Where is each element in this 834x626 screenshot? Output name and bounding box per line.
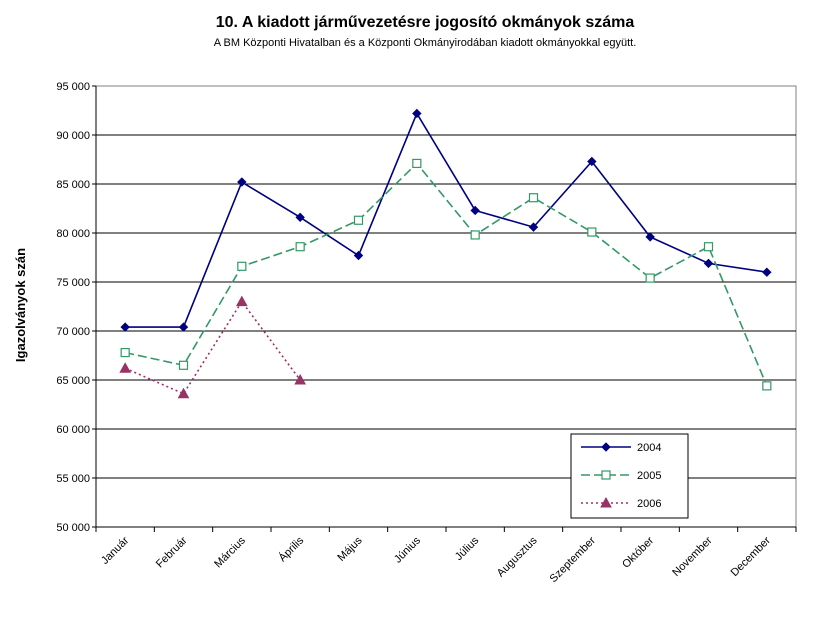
legend: 2004 2005 2006	[570, 433, 689, 519]
x-tick-label: December	[729, 534, 774, 579]
data-point	[177, 387, 190, 399]
x-tick-label: Április	[276, 534, 307, 565]
y-tick-label: 80 000	[56, 228, 90, 240]
y-tick-label: 85 000	[56, 179, 90, 191]
data-point	[762, 267, 772, 277]
legend-label: 2006	[637, 498, 661, 510]
data-point	[235, 295, 248, 307]
x-tick-label: November	[670, 534, 715, 579]
data-point	[703, 258, 714, 269]
legend-label: 2005	[637, 470, 661, 482]
data-point	[703, 242, 714, 252]
y-tick-labels: 50 000 55 000 60 000 65 000 70 000 75 000 80 0…	[56, 81, 90, 534]
data-point	[645, 232, 655, 242]
legend-box	[570, 433, 689, 519]
data-point	[587, 227, 597, 237]
series-2005	[120, 158, 772, 391]
data-point	[528, 193, 539, 203]
data-point	[119, 362, 132, 373]
data-point	[120, 347, 130, 358]
gridlines	[96, 134, 796, 479]
legend-item: 2006	[581, 496, 661, 510]
data-point	[120, 322, 130, 332]
legend-marker	[601, 470, 611, 480]
y-tick-label: 55 000	[56, 473, 90, 485]
y-tick-label: 95 000	[56, 81, 90, 93]
data-point	[587, 156, 597, 167]
x-tick-label: Január	[99, 534, 132, 567]
x-tick-label: Október	[620, 534, 656, 570]
x-tick-label: Március	[212, 534, 248, 570]
chart-title: 10. A kiadott járművezetésre jogosító ok…	[216, 14, 635, 31]
series-2004	[120, 108, 772, 332]
data-point	[470, 230, 480, 240]
legend-marker	[601, 442, 611, 452]
data-point	[237, 177, 247, 187]
series-lines	[119, 108, 772, 399]
x-tick-label: Május	[335, 534, 365, 564]
plot-area	[95, 85, 797, 528]
y-tick-label: 70 000	[56, 326, 90, 338]
y-axis-label: Igazolványok szán	[13, 248, 28, 362]
series-2006	[119, 295, 307, 399]
series-line	[124, 300, 301, 395]
data-point	[294, 373, 307, 385]
data-point	[762, 381, 772, 391]
x-tick-label: Június	[392, 534, 423, 565]
data-point	[353, 250, 364, 261]
series-line	[125, 111, 767, 328]
axes	[92, 85, 797, 532]
x-tick-label: Szeptember	[548, 534, 599, 585]
x-tick-label: Február	[154, 534, 190, 570]
data-point	[645, 273, 655, 283]
data-point	[412, 158, 422, 169]
x-tick-label: Augusztus	[495, 534, 540, 579]
data-point	[178, 360, 189, 370]
data-point	[295, 212, 305, 223]
data-point	[353, 215, 364, 225]
y-tick-label: 50 000	[56, 522, 90, 534]
y-tick-label: 90 000	[56, 130, 90, 142]
data-point	[470, 205, 480, 216]
y-tick-label: 60 000	[56, 424, 90, 436]
series-line	[124, 162, 768, 387]
data-point	[412, 108, 422, 119]
y-tick-label: 75 000	[56, 277, 90, 289]
data-point	[528, 222, 539, 232]
legend-item: 2005	[581, 470, 661, 482]
chart-subtitle: A BM Központi Hivatalban és a Központi O…	[214, 37, 637, 49]
x-tick-label: Július	[453, 534, 482, 563]
x-tick-labels: Január Február Március Április Május Június Jú…	[99, 534, 773, 585]
data-point	[237, 261, 247, 271]
legend-marker	[600, 496, 612, 508]
legend-item: 2004	[581, 442, 661, 454]
legend-label: 2004	[637, 442, 661, 454]
data-point	[295, 242, 305, 252]
data-point	[178, 322, 189, 332]
y-tick-label: 65 000	[56, 375, 90, 387]
